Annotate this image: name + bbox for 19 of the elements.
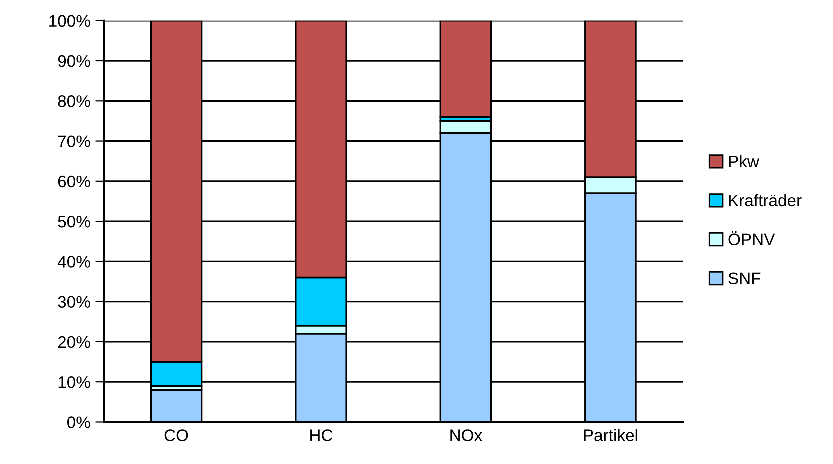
y-tick-label: 10% (58, 376, 90, 388)
y-tick-label: 20% (58, 336, 90, 348)
y-tick-label: 80% (58, 96, 90, 108)
legend-label: Krafträder (729, 194, 802, 207)
y-tick-label: 40% (58, 256, 90, 268)
x-tick-label: HC (310, 430, 333, 442)
legend-label: ÖPNV (728, 231, 776, 246)
x-tick-label: NOx (450, 430, 482, 442)
y-tick-label: 60% (58, 176, 90, 188)
y-tick-label: 100% (50, 15, 90, 28)
y-tick-label: 50% (58, 216, 90, 228)
y-tick-label: 90% (58, 55, 90, 68)
x-tick-label: CO (164, 430, 188, 442)
y-tick-label: 0% (67, 416, 90, 428)
legend-label: Pkw (729, 155, 760, 168)
x-tick-label: Partikel (584, 429, 638, 442)
y-tick-label: 30% (58, 296, 90, 308)
legend-label: SNF (728, 272, 761, 285)
y-tick-label: 70% (58, 136, 90, 148)
